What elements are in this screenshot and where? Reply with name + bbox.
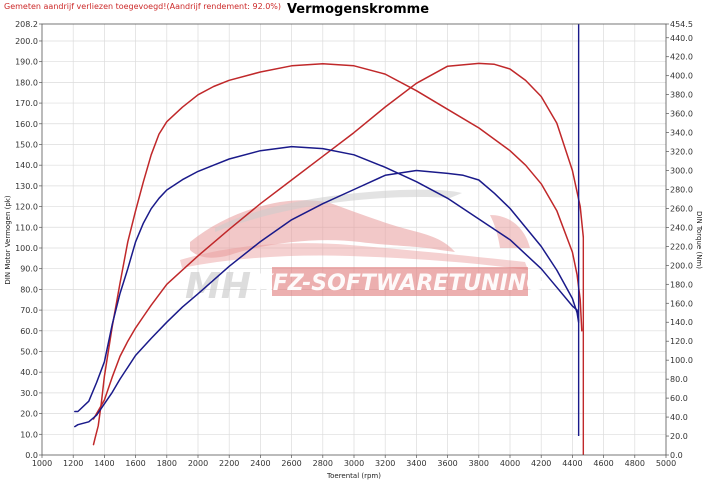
watermark-swoosh	[215, 189, 462, 232]
y-left-tick-label: 200.0	[15, 37, 38, 46]
y-left-tick-label: 40.0	[20, 368, 38, 377]
y-axis-left-ticks: 0.0 10.0 20.0 30.0 40.0 50.0 60.0 70.0 80.0 90.0 1…	[15, 20, 42, 460]
x-tick-label: 2000	[188, 459, 208, 468]
watermark-banner	[272, 267, 528, 296]
x-tick-label: 1400	[94, 459, 114, 468]
y-left-tick-label: 180.0	[15, 78, 38, 87]
y-right-tick-label: 454.5	[670, 20, 693, 29]
y-axis-right-ticks: 0.0 20.0 40.0 60.0 80.0 100.0 120.0 140.0 160.0 1…	[666, 20, 693, 460]
y-left-tick-label: 140.0	[15, 161, 38, 170]
x-tick-label: 3200	[375, 459, 395, 468]
y-right-tick-label: 140.0	[670, 318, 693, 327]
watermark-prefix: MH	[185, 266, 251, 307]
y-right-tick-label: 340.0	[670, 129, 693, 138]
y-left-tick-label: 130.0	[15, 182, 38, 191]
y-axis-left-label: DIN Motor Vermogen (pk)	[4, 195, 12, 284]
y-left-tick-label: 120.0	[15, 203, 38, 212]
watermark-car-shape	[180, 243, 528, 270]
series-line-blue-torque	[74, 169, 580, 428]
y-right-tick-label: 420.0	[670, 53, 693, 62]
y-right-tick-label: 60.0	[670, 394, 688, 403]
chart-series	[74, 24, 585, 455]
watermark-logo: MH KFZ-SOFTWARETUNING	[180, 189, 545, 307]
y-left-tick-label: 160.0	[15, 120, 38, 129]
y-axis-right-label: DIN Torque (Nm)	[695, 211, 703, 269]
chart-grid	[42, 24, 666, 455]
x-tick-label: 3000	[344, 459, 364, 468]
chart-title: Vermogenskromme	[287, 2, 429, 17]
y-left-tick-label: 208.2	[15, 20, 38, 29]
y-right-tick-label: 180.0	[670, 280, 693, 289]
x-tick-label: 3600	[437, 459, 457, 468]
y-left-tick-label: 60.0	[20, 327, 38, 336]
x-tick-label: 4000	[500, 459, 520, 468]
x-tick-label: 4600	[593, 459, 613, 468]
y-left-tick-label: 110.0	[15, 223, 38, 232]
y-right-tick-label: 220.0	[670, 242, 693, 251]
watermark-text: KFZ-SOFTWARETUNING	[256, 271, 545, 296]
series-line-red-torque	[92, 62, 585, 420]
y-right-tick-label: 360.0	[670, 110, 693, 119]
y-right-tick-label: 100.0	[670, 356, 693, 365]
x-axis-label: Toerental (rpm)	[326, 472, 381, 480]
y-right-tick-label: 40.0	[670, 413, 688, 422]
x-tick-label: 1000	[32, 459, 52, 468]
x-tick-label: 2800	[313, 459, 333, 468]
x-axis-ticks: 1000 1200 1400 1600 1800 2000 2200 2400 2600 2800…	[32, 455, 676, 468]
y-left-tick-label: 190.0	[15, 58, 38, 67]
x-tick-label: 4800	[625, 459, 645, 468]
y-right-tick-label: 320.0	[670, 148, 693, 157]
y-right-tick-label: 440.0	[670, 34, 693, 43]
y-right-tick-label: 20.0	[670, 432, 688, 441]
y-right-tick-label: 200.0	[670, 261, 693, 270]
y-left-tick-label: 100.0	[15, 244, 38, 253]
y-left-tick-label: 50.0	[20, 347, 38, 356]
y-right-tick-label: 400.0	[670, 72, 693, 81]
y-right-tick-label: 0.0	[670, 451, 683, 460]
y-right-tick-label: 240.0	[670, 223, 693, 232]
series-line-blue-power	[74, 145, 580, 413]
y-right-tick-label: 300.0	[670, 167, 693, 176]
watermark-wheel-arch	[490, 215, 530, 248]
y-right-tick-label: 160.0	[670, 299, 693, 308]
y-right-tick-label: 120.0	[670, 337, 693, 346]
y-left-tick-label: 10.0	[20, 430, 38, 439]
y-right-tick-label: 260.0	[670, 204, 693, 213]
x-tick-label: 1800	[157, 459, 177, 468]
y-left-tick-label: 150.0	[15, 140, 38, 149]
y-left-tick-label: 20.0	[20, 410, 38, 419]
x-tick-label: 4200	[531, 459, 551, 468]
x-tick-label: 2600	[281, 459, 301, 468]
x-tick-label: 1200	[63, 459, 83, 468]
x-tick-label: 5000	[656, 459, 676, 468]
y-left-tick-label: 80.0	[20, 285, 38, 294]
y-left-tick-label: 30.0	[20, 389, 38, 398]
y-right-tick-label: 280.0	[670, 185, 693, 194]
y-right-tick-label: 380.0	[670, 91, 693, 100]
x-tick-label: 2400	[250, 459, 270, 468]
chart-subtitle: Gemeten aandrijf verliezen toegevoegd!(A…	[4, 2, 281, 11]
y-left-tick-label: 170.0	[15, 99, 38, 108]
y-right-tick-label: 80.0	[670, 375, 688, 384]
x-tick-label: 3800	[469, 459, 489, 468]
x-tick-label: 1600	[125, 459, 145, 468]
y-left-tick-label: 70.0	[20, 306, 38, 315]
y-left-tick-label: 0.0	[25, 451, 38, 460]
x-tick-label: 3400	[406, 459, 426, 468]
x-tick-label: 2200	[219, 459, 239, 468]
x-tick-label: 4400	[562, 459, 582, 468]
y-left-tick-label: 90.0	[20, 265, 38, 274]
